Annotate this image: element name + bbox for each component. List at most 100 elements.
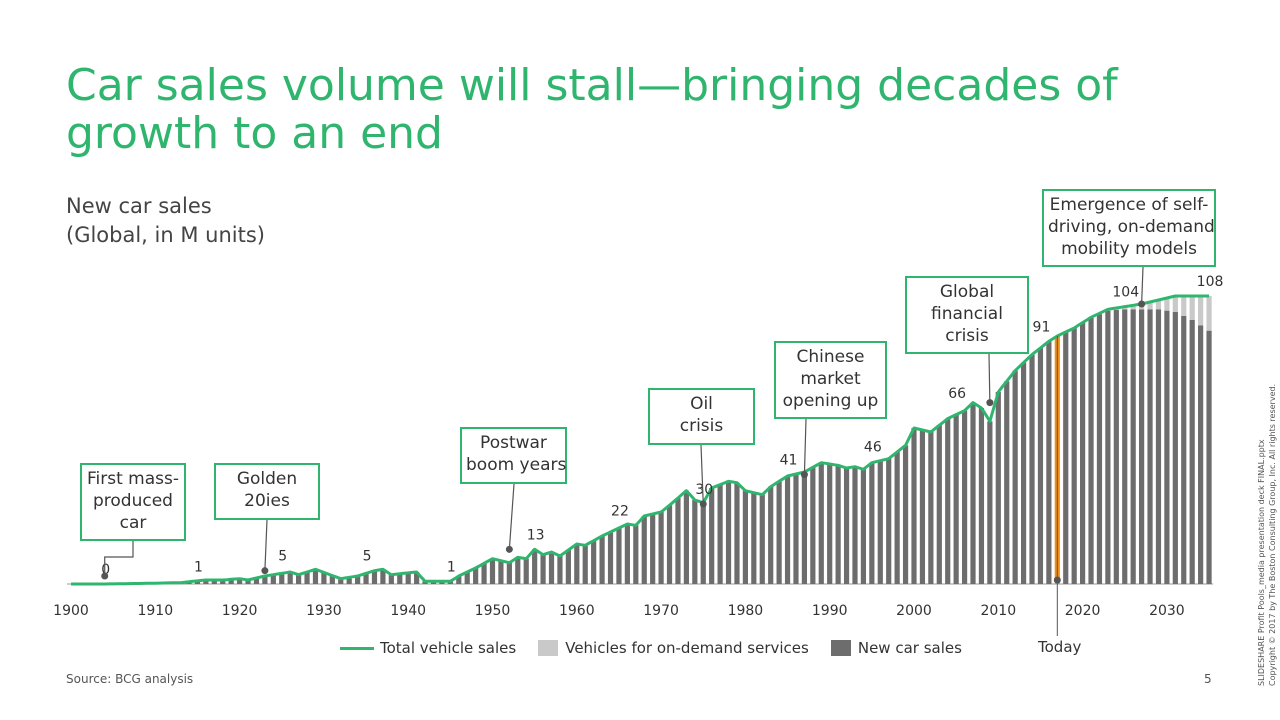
marker-dot-self_driving <box>1138 300 1146 308</box>
legend-item-total: Total vehicle sales <box>340 639 516 657</box>
x-tick-label-1990: 1990 <box>812 603 848 619</box>
annotation-oil-crisis: Oil crisis <box>648 388 755 445</box>
bar-new-car-1997 <box>886 458 892 584</box>
bar-new-car-2003 <box>936 425 942 584</box>
bar-new-car-1974 <box>692 499 698 584</box>
bar-new-car-2024 <box>1113 309 1119 584</box>
bar-new-car-1959 <box>565 549 571 584</box>
bar-new-car-1976 <box>709 487 715 584</box>
x-tick-label-1960: 1960 <box>559 603 595 619</box>
bar-new-car-1968 <box>641 515 647 584</box>
page-title: Car sales volume will stall—bringing dec… <box>66 60 1118 159</box>
bar-new-car-1940 <box>405 572 411 584</box>
bar-new-car-1963 <box>599 535 605 584</box>
data-label-1925: 5 <box>278 549 287 565</box>
bar-new-car-1954 <box>523 558 529 584</box>
data-label-1955: 13 <box>527 527 545 543</box>
legend-label-total: Total vehicle sales <box>380 639 517 657</box>
bar-new-car-1969 <box>650 513 656 584</box>
annotation-line: Postwar <box>480 433 547 453</box>
annotation-line: produced <box>93 491 173 511</box>
annotation-postwar: Postwar boom years <box>460 427 567 484</box>
bar-new-car-1958 <box>557 555 563 584</box>
annotation-line: crisis <box>945 326 989 346</box>
bar-new-car-1999 <box>902 445 909 584</box>
bar-on-demand-2035 <box>1206 295 1212 331</box>
bar-on-demand-2026 <box>1130 305 1136 310</box>
bar-new-car-2019 <box>1071 327 1077 584</box>
bar-new-car-1955 <box>532 549 538 584</box>
data-label-1985: 41 <box>780 453 798 469</box>
bar-new-car-1917 <box>211 579 217 584</box>
bar-on-demand-2030 <box>1164 297 1170 311</box>
bar-new-car-1964 <box>607 531 614 584</box>
bar-new-car-1950 <box>489 558 496 584</box>
bar-new-car-2009 <box>987 421 993 584</box>
annotation-financial-crisis: Global financial crisis <box>905 276 1029 354</box>
bar-new-car-1930 <box>321 572 327 584</box>
bar-on-demand-2028 <box>1147 301 1153 310</box>
bar-on-demand-2034 <box>1198 295 1204 326</box>
x-tick-label-1920: 1920 <box>222 603 258 619</box>
bar-new-car-1981 <box>751 492 757 584</box>
x-tick-label-1900: 1900 <box>53 603 89 619</box>
bar-new-car-1916 <box>203 579 209 584</box>
data-label-2025: 104 <box>1112 285 1139 301</box>
bar-new-car-1965 <box>616 527 622 584</box>
connector-financial_crisis <box>988 353 991 403</box>
bar-new-car-1941 <box>414 571 420 584</box>
bar-new-car-2002 <box>928 431 934 584</box>
bar-on-demand-2033 <box>1189 295 1195 320</box>
annotation-line: Global <box>939 282 995 302</box>
marker-dot-oil_crisis <box>699 500 707 508</box>
connector-oil_crisis <box>700 444 704 505</box>
bar-on-demand-2029 <box>1155 299 1162 310</box>
bar-new-car-2021 <box>1088 317 1094 584</box>
bar-new-car-1951 <box>498 560 504 584</box>
data-label-1904: 0 <box>101 562 110 578</box>
bar-new-car-1962 <box>591 540 597 584</box>
bar-new-car-1929 <box>312 569 319 584</box>
marker-dot-mass_produced <box>101 572 109 580</box>
bar-new-car-1924 <box>270 574 276 584</box>
bar-new-car-2035 <box>1206 330 1212 584</box>
annotation-line: financial <box>931 304 1003 324</box>
bar-new-car-2005 <box>953 414 959 584</box>
data-label-1935: 5 <box>363 549 372 565</box>
bar-new-car-1919 <box>228 579 234 584</box>
bar-new-car-2028 <box>1147 309 1153 584</box>
x-tick-label-1970: 1970 <box>643 603 679 619</box>
connector-chinese_market <box>803 418 807 475</box>
annotation-self-driving: Emergence of self- driving, on-demand mo… <box>1042 189 1216 267</box>
data-label-1945: 1 <box>447 559 456 575</box>
annotation-line: opening up <box>782 391 879 411</box>
annotation-mass-produced: First mass- produced car <box>80 463 186 541</box>
bar-new-car-1934 <box>355 575 361 584</box>
bar-new-car-2000 <box>911 427 917 584</box>
bar-new-car-1921 <box>245 579 251 584</box>
marker-dot-postwar <box>505 545 513 553</box>
bar-on-demand-2032 <box>1181 295 1187 316</box>
bar-new-car-1956 <box>540 554 546 584</box>
bar-new-car-1931 <box>329 575 335 584</box>
bar-new-car-1928 <box>304 571 310 584</box>
connector-self_driving <box>1141 266 1144 304</box>
x-tick-label-1950: 1950 <box>475 603 511 619</box>
bar-new-car-1998 <box>894 451 900 584</box>
legend-item-new-car: New car sales <box>830 639 962 657</box>
bar-new-car-2007 <box>970 402 976 584</box>
legend-swatch-on-demand <box>538 640 559 656</box>
bar-new-car-1980 <box>742 490 748 584</box>
x-tick-label-1940: 1940 <box>390 603 426 619</box>
annotation-line: Emergence of self- <box>1049 195 1209 215</box>
connector-postwar <box>508 483 515 550</box>
bar-new-car-2030 <box>1164 310 1170 584</box>
bar-new-car-1987 <box>801 471 808 584</box>
bar-new-car-1960 <box>574 543 580 584</box>
bar-new-car-1925 <box>279 573 285 584</box>
bar-new-car-1993 <box>852 466 858 584</box>
bar-new-car-2022 <box>1096 314 1103 584</box>
bar-new-car-2008 <box>978 407 985 584</box>
bar-new-car-2010 <box>995 391 1001 584</box>
